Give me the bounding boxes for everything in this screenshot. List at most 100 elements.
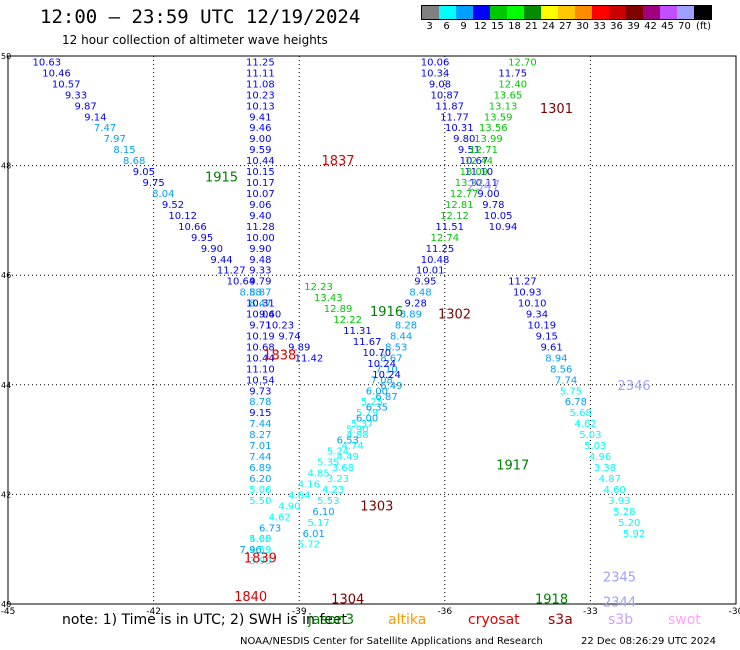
data-point-label: 7.74	[555, 375, 577, 386]
data-point-label: 4.96	[589, 452, 611, 463]
data-point-label: 6.00	[366, 386, 388, 397]
data-point-label: 4.60	[604, 485, 626, 496]
data-point-label: 10.67	[460, 156, 489, 167]
page-title: 12:00 – 23:59 UTC 12/19/2024	[40, 6, 361, 28]
x-tick-label: -45	[1, 607, 16, 617]
color-scale-label: 42	[644, 21, 657, 32]
data-point-label: 5.20	[618, 518, 640, 529]
y-tick-label: 48	[1, 162, 11, 171]
data-point-label: 10.19	[528, 321, 557, 332]
data-point-label: 9.41	[249, 112, 271, 123]
data-point-label: 11.27	[508, 277, 537, 288]
color-scale-swatch	[626, 6, 643, 19]
pass-time-label: 2345	[603, 571, 636, 586]
data-point-label: 11.25	[246, 57, 275, 68]
satellite-label-jason3: jason3	[308, 612, 355, 628]
color-scale-swatch	[524, 6, 541, 19]
data-point-label: 5.17	[307, 518, 329, 529]
data-point-label: 10.46	[42, 68, 71, 79]
data-point-label: 4.16	[298, 479, 320, 490]
data-point-label: 11.75	[498, 68, 527, 79]
data-point-label: 10.06	[246, 310, 275, 321]
color-scale-label: 33	[593, 21, 606, 32]
footer-timestamp: 22 Dec 08:26:29 UTC 2024	[581, 636, 716, 647]
data-point-label: 9.33	[249, 266, 271, 277]
data-point-label: 10.15	[246, 167, 275, 178]
data-point-label: 12.74	[430, 233, 459, 244]
data-point-label: 8.58	[240, 288, 262, 299]
data-point-label: 10.63	[33, 57, 62, 68]
data-point-label: 8.67	[380, 353, 402, 364]
pass-time-label: 1915	[205, 171, 238, 186]
color-scale-label: 24	[542, 21, 555, 32]
data-point-label: 10.23	[265, 321, 294, 332]
pass-time-label: 1838	[263, 349, 296, 364]
color-scale-swatch	[643, 6, 660, 19]
data-point-label: 5.90	[346, 425, 368, 436]
data-point-label: 10.68	[246, 342, 275, 353]
satellite-label-s3a: s3a	[548, 612, 573, 628]
data-point-label: 4.74	[341, 441, 363, 452]
data-point-label: 9.52	[162, 200, 184, 211]
pass-time-label: 2346	[618, 379, 651, 394]
data-point-label: 6.10	[312, 507, 334, 518]
data-point-label: 10.10	[518, 299, 547, 310]
data-point-label: 10.24	[367, 359, 396, 370]
data-point-label: 6.87	[375, 392, 397, 403]
color-scale-boxes	[421, 5, 712, 20]
data-point-label: 10.64	[227, 277, 256, 288]
data-point-label: 4.62	[269, 512, 291, 523]
color-scale-swatch	[473, 6, 490, 19]
data-point-label: 9.05	[133, 167, 155, 178]
data-point-label: 6.35	[366, 403, 388, 414]
data-point-label: 6.49	[380, 381, 402, 392]
data-point-label: 4.90	[278, 501, 300, 512]
data-point-label: 7.47	[94, 123, 116, 134]
pass-time-label: 1302	[438, 308, 471, 323]
data-point-label: 12.81	[445, 200, 474, 211]
data-point-label: 8.48	[409, 288, 431, 299]
data-point-label: 11.27	[217, 266, 246, 277]
data-point-label: 4.23	[322, 485, 344, 496]
data-point-label: 7.96	[240, 545, 262, 556]
data-point-label: 12.23	[304, 282, 333, 293]
data-point-label: 5.06	[249, 485, 271, 496]
data-point-label: 5.72	[298, 540, 320, 551]
data-point-label: 4.49	[337, 452, 359, 463]
data-point-label: 10.44	[246, 156, 275, 167]
data-point-label: 10.57	[52, 79, 81, 90]
data-point-label: 10.54	[246, 375, 275, 386]
data-point-label: 8.27	[249, 430, 271, 441]
data-point-label: 12.22	[333, 315, 362, 326]
data-point-label: 6.53	[337, 436, 359, 447]
color-scale-label: 12	[474, 21, 487, 32]
data-point-label: 9.75	[142, 178, 164, 189]
data-point-label: 8.28	[395, 321, 417, 332]
data-point-label: 9.90	[249, 244, 271, 255]
data-point-label: 8.15	[113, 145, 135, 156]
color-scale-label: 6	[443, 21, 450, 32]
y-tick-label: 44	[1, 381, 11, 390]
x-tick-label: -42	[146, 607, 161, 617]
data-point-label: 9.00	[477, 189, 499, 200]
y-tick-label: 40	[1, 600, 11, 609]
data-point-label: 9.90	[201, 244, 223, 255]
data-point-label: 8.87	[249, 288, 271, 299]
data-point-label: 9.71	[249, 321, 271, 332]
data-point-label: 9.40	[249, 211, 271, 222]
x-tick-label: -33	[583, 607, 598, 617]
data-point-label: 9.33	[65, 90, 87, 101]
data-point-label: 13.43	[314, 293, 343, 304]
pass-time-label: 1839	[244, 551, 277, 566]
satellite-label-swot: swot	[668, 612, 701, 628]
data-point-label: 4.59	[249, 545, 271, 556]
data-point-label: 10.94	[489, 222, 518, 233]
data-point-label: 12.12	[440, 211, 469, 222]
data-point-label: 9.44	[210, 255, 232, 266]
data-point-label: 9.15	[249, 408, 271, 419]
satellite-label-s3b: s3b	[608, 612, 634, 628]
color-scale-label: 70	[678, 21, 691, 32]
data-point-label: 9.78	[482, 200, 504, 211]
data-point-label: 13.56	[479, 123, 508, 134]
data-point-label: 8.56	[550, 364, 572, 375]
